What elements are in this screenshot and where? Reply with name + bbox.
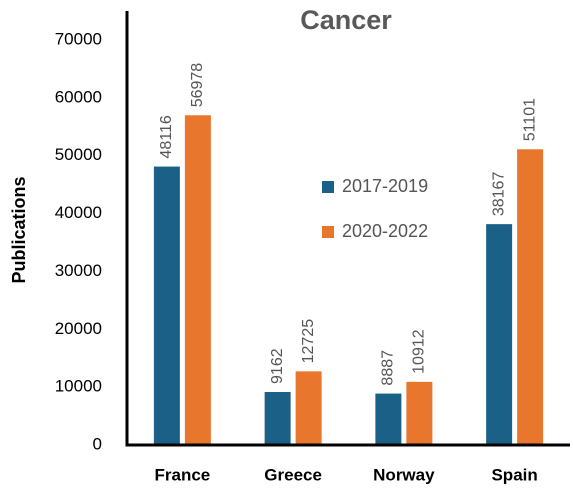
bar — [406, 381, 433, 445]
data-label: 12725 — [300, 319, 317, 364]
x-tick-label: Spain — [491, 465, 537, 484]
y-tick-label: 0 — [93, 434, 102, 453]
legend-swatch — [322, 181, 334, 193]
y-tick-label: 20000 — [55, 319, 102, 338]
x-tick-label: France — [155, 465, 211, 484]
data-label: 51101 — [521, 98, 538, 141]
legend-swatch — [322, 226, 334, 238]
bar — [184, 115, 211, 446]
y-tick-label: 40000 — [55, 203, 102, 222]
data-label: 48116 — [158, 115, 175, 158]
y-tick-label: 10000 — [55, 377, 102, 396]
data-label: 9162 — [269, 348, 286, 384]
x-tick-label: Greece — [264, 465, 322, 484]
y-tick-label: 50000 — [55, 145, 102, 164]
chart-title: Cancer — [300, 5, 392, 35]
bar — [264, 391, 291, 445]
data-label: 8887 — [380, 350, 397, 386]
legend-label: 2017-2019 — [342, 176, 428, 196]
bar — [517, 149, 544, 446]
bar — [486, 224, 513, 445]
x-tick-label: Norway — [373, 465, 435, 484]
y-tick-label: 70000 — [55, 29, 102, 48]
y-tick-label: 60000 — [55, 87, 102, 106]
data-label: 38167 — [490, 172, 507, 217]
data-label: 56978 — [189, 63, 206, 108]
data-label: 10912 — [411, 329, 428, 374]
y-axis-label: Publications — [9, 176, 29, 283]
bar — [295, 371, 322, 445]
y-tick-label: 30000 — [55, 261, 102, 280]
bar — [153, 166, 180, 446]
bar — [375, 393, 402, 445]
legend-label: 2020-2022 — [342, 221, 428, 241]
